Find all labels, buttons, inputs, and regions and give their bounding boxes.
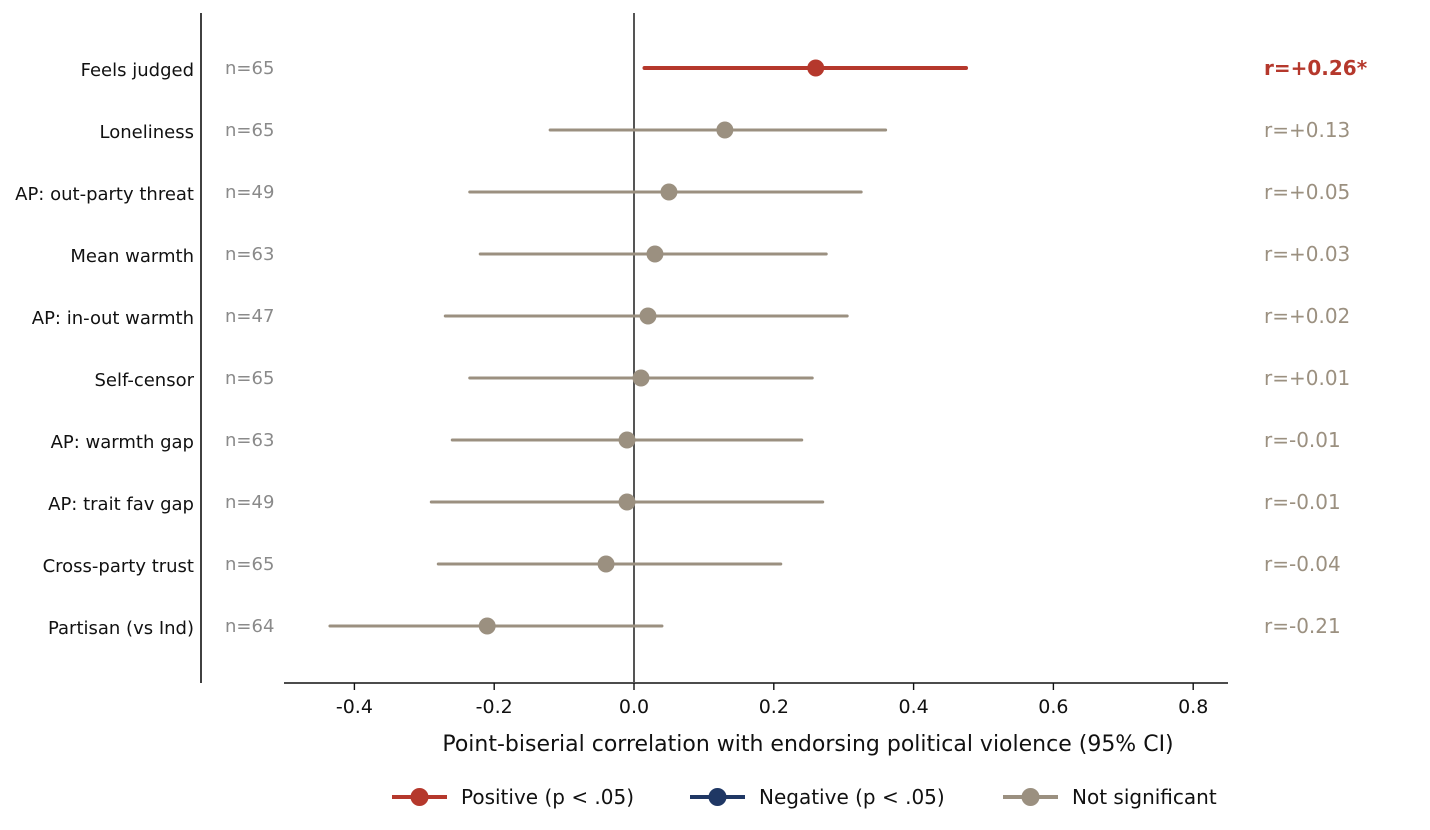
r-value-label: r=-0.21	[1264, 614, 1341, 638]
row-n-label: n=65	[225, 58, 274, 79]
r-value-label: r=+0.01	[1264, 366, 1350, 390]
axes	[200, 13, 1228, 684]
forest-row: AP: trait fav gap n=49 r=-0.01	[48, 490, 1341, 515]
row-n-label: n=65	[225, 120, 274, 141]
row-n-label: n=49	[225, 182, 274, 203]
legend-entry: Negative (p < .05)	[690, 785, 945, 809]
legend-label: Negative (p < .05)	[759, 785, 945, 809]
row-label: AP: trait fav gap	[48, 494, 194, 515]
forest-row: Feels judged n=65 r=+0.26*	[81, 56, 1368, 81]
forest-row: Mean warmth n=63 r=+0.03	[70, 242, 1350, 267]
forest-row: Partisan (vs Ind) n=64 r=-0.21	[48, 614, 1341, 639]
row-label: AP: in-out warmth	[32, 308, 194, 329]
row-label: Feels judged	[81, 60, 194, 81]
point-estimate	[478, 617, 496, 635]
point-estimate	[632, 369, 650, 387]
point-estimate	[716, 121, 734, 139]
x-tick-label: 0.4	[898, 696, 928, 718]
point-estimate	[660, 183, 678, 201]
legend-label: Not significant	[1072, 785, 1217, 809]
forest-row: Loneliness n=65 r=+0.13	[100, 118, 1351, 143]
forest-row: AP: in-out warmth n=47 r=+0.02	[32, 304, 1351, 329]
point-estimate	[646, 245, 664, 263]
rows: Feels judged n=65 r=+0.26* Loneliness n=65 r=…	[15, 56, 1368, 639]
x-axis-title: Point-biserial correlation with endorsin…	[442, 732, 1173, 757]
row-n-label: n=49	[225, 492, 274, 513]
r-value-label: r=+0.03	[1264, 242, 1350, 266]
r-value-label: r=+0.05	[1264, 180, 1350, 204]
row-label: AP: out-party threat	[15, 184, 194, 205]
row-n-label: n=47	[225, 306, 274, 327]
row-n-label: n=65	[225, 368, 274, 389]
x-tick-label: 0.2	[759, 696, 789, 718]
r-value-label: r=+0.02	[1264, 304, 1350, 328]
r-value-label: r=-0.04	[1264, 552, 1341, 576]
r-value-label: r=-0.01	[1264, 490, 1341, 514]
point-estimate	[597, 555, 615, 573]
forest-row: AP: out-party threat n=49 r=+0.05	[15, 180, 1350, 205]
point-estimate	[618, 493, 636, 511]
row-n-label: n=65	[225, 554, 274, 575]
r-value-label: r=-0.01	[1264, 428, 1341, 452]
row-n-label: n=63	[225, 430, 274, 451]
x-ticks: -0.4 -0.2 0.0 0.2 0.4 0.6 0.8	[336, 683, 1208, 718]
legend: Positive (p < .05) Negative (p < .05) Not …	[392, 785, 1217, 809]
legend-entry: Not significant	[1003, 785, 1217, 809]
point-estimate	[618, 431, 636, 449]
x-tick-label: 0.0	[619, 696, 649, 718]
legend-entry: Positive (p < .05)	[392, 785, 634, 809]
legend-marker	[1021, 788, 1040, 806]
r-value-label: r=+0.13	[1264, 118, 1350, 142]
legend-marker	[708, 788, 727, 806]
legend-label: Positive (p < .05)	[461, 785, 634, 809]
forest-row: Self-censor n=65 r=+0.01	[94, 366, 1350, 391]
legend-marker	[410, 788, 429, 806]
row-label: Mean warmth	[70, 246, 194, 267]
forest-row: Cross-party trust n=65 r=-0.04	[43, 552, 1341, 577]
x-tick-label: -0.4	[336, 696, 373, 718]
x-tick-label: -0.2	[476, 696, 513, 718]
forest-row: AP: warmth gap n=63 r=-0.01	[51, 428, 1341, 453]
row-n-label: n=64	[225, 616, 274, 637]
x-tick-label: 0.8	[1178, 696, 1208, 718]
r-value-label: r=+0.26*	[1264, 56, 1368, 80]
point-estimate	[639, 307, 657, 325]
point-estimate	[807, 59, 825, 77]
row-label: Partisan (vs Ind)	[48, 618, 194, 639]
row-label: AP: warmth gap	[51, 432, 194, 453]
row-label: Self-censor	[94, 370, 194, 391]
row-label: Cross-party trust	[43, 556, 194, 577]
row-n-label: n=63	[225, 244, 274, 265]
x-tick-label: 0.6	[1038, 696, 1068, 718]
row-label: Loneliness	[100, 122, 194, 143]
